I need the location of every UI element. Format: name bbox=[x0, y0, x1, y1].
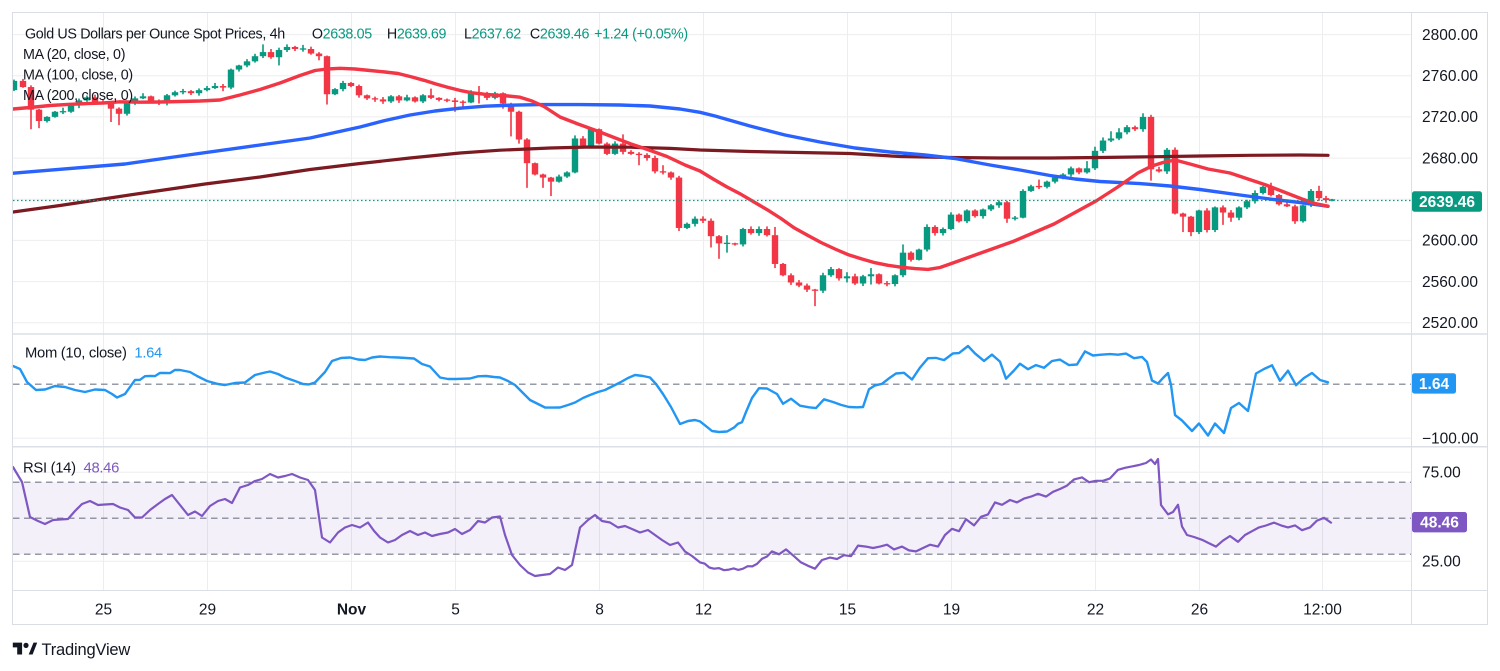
svg-text:26: 26 bbox=[1191, 602, 1208, 619]
svg-text:75.00: 75.00 bbox=[1422, 465, 1461, 482]
svg-text:25.00: 25.00 bbox=[1422, 554, 1461, 571]
svg-text:MA (20, close, 0): MA (20, close, 0) bbox=[23, 47, 125, 63]
svg-text:Gold US Dollars per Ounce Spot: Gold US Dollars per Ounce Spot Prices, 4… bbox=[25, 27, 688, 43]
svg-text:15: 15 bbox=[839, 602, 856, 619]
svg-text:MA (200, close, 0): MA (200, close, 0) bbox=[23, 88, 133, 104]
svg-text:TradingView: TradingView bbox=[42, 641, 131, 659]
svg-text:2720.00: 2720.00 bbox=[1422, 109, 1478, 126]
svg-text:MA (100, close, 0): MA (100, close, 0) bbox=[23, 68, 133, 84]
svg-text:Nov: Nov bbox=[337, 602, 367, 619]
svg-text:1.64: 1.64 bbox=[1419, 376, 1450, 393]
svg-text:2760.00: 2760.00 bbox=[1422, 68, 1478, 85]
svg-text:25: 25 bbox=[95, 602, 112, 619]
svg-text:48.46: 48.46 bbox=[1420, 515, 1459, 532]
svg-text:22: 22 bbox=[1087, 602, 1104, 619]
svg-text:8: 8 bbox=[595, 602, 604, 619]
svg-text:2520.00: 2520.00 bbox=[1422, 315, 1478, 332]
svg-text:2680.00: 2680.00 bbox=[1422, 150, 1478, 167]
svg-text:5: 5 bbox=[451, 602, 460, 619]
svg-text:12:00: 12:00 bbox=[1303, 602, 1342, 619]
svg-text:2560.00: 2560.00 bbox=[1422, 274, 1478, 291]
svg-text:2639.46: 2639.46 bbox=[1419, 194, 1475, 211]
svg-text:12: 12 bbox=[695, 602, 712, 619]
svg-text:RSI (14) 48.46: RSI (14) 48.46 bbox=[23, 461, 119, 477]
svg-text:Mom (10, close) 1.64: Mom (10, close) 1.64 bbox=[25, 346, 162, 362]
svg-text:2800.00: 2800.00 bbox=[1422, 27, 1478, 44]
svg-text:19: 19 bbox=[943, 602, 960, 619]
svg-text:2600.00: 2600.00 bbox=[1422, 233, 1478, 250]
svg-text:−100.00: −100.00 bbox=[1422, 431, 1479, 448]
svg-text:29: 29 bbox=[199, 602, 216, 619]
